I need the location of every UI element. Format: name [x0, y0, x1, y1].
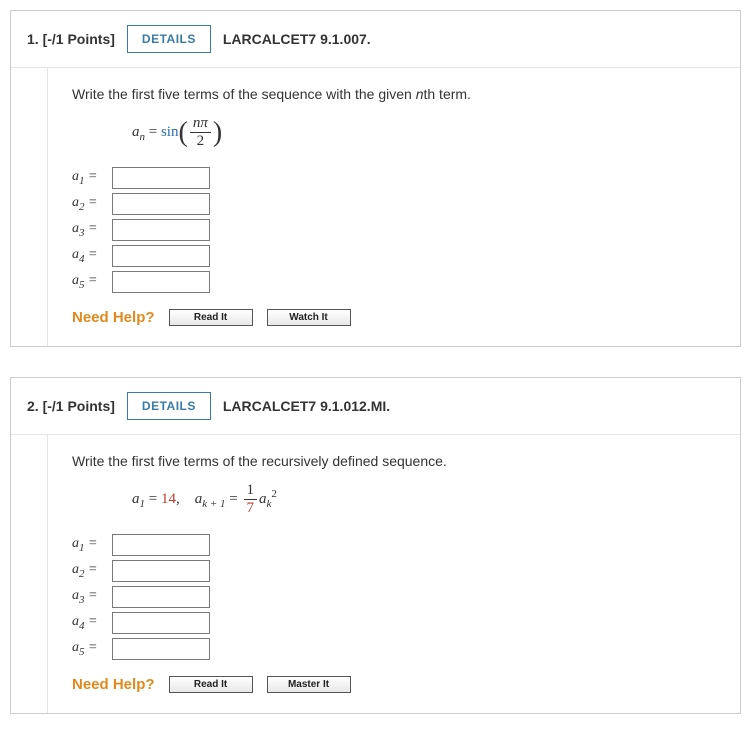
answer-input-a4[interactable] — [112, 612, 210, 634]
details-button[interactable]: DETAILS — [127, 25, 211, 53]
answer-row: a4 = — [72, 612, 720, 634]
question-header: 2. [-/1 Points] DETAILS LARCALCET7 9.1.0… — [11, 378, 740, 435]
read-it-button[interactable]: Read It — [169, 676, 253, 693]
read-it-button[interactable]: Read It — [169, 309, 253, 326]
question-body: Write the first five terms of the sequen… — [47, 68, 740, 346]
answer-inputs: a1 = a2 = a3 = a4 = a5 = — [72, 167, 720, 293]
question-1: 1. [-/1 Points] DETAILS LARCALCET7 9.1.0… — [10, 10, 741, 347]
details-button[interactable]: DETAILS — [127, 392, 211, 420]
formula: an = sin(nπ2) — [132, 116, 720, 149]
answer-row: a4 = — [72, 245, 720, 267]
question-reference: LARCALCET7 9.1.007. — [223, 31, 371, 47]
question-2: 2. [-/1 Points] DETAILS LARCALCET7 9.1.0… — [10, 377, 741, 714]
answer-row: a5 = — [72, 271, 720, 293]
answer-row: a2 = — [72, 560, 720, 582]
answer-input-a3[interactable] — [112, 586, 210, 608]
question-reference: LARCALCET7 9.1.012.MI. — [223, 398, 390, 414]
question-prompt: Write the first five terms of the recurs… — [72, 453, 720, 469]
answer-row: a1 = — [72, 534, 720, 556]
answer-input-a4[interactable] — [112, 245, 210, 267]
answer-row: a3 = — [72, 219, 720, 241]
answer-row: a2 = — [72, 193, 720, 215]
answer-input-a2[interactable] — [112, 560, 210, 582]
answer-input-a1[interactable] — [112, 534, 210, 556]
answer-input-a5[interactable] — [112, 271, 210, 293]
answer-row: a3 = — [72, 586, 720, 608]
question-number: 2. [-/1 Points] — [27, 398, 115, 414]
watch-it-button[interactable]: Watch It — [267, 309, 351, 326]
answer-input-a2[interactable] — [112, 193, 210, 215]
answer-inputs: a1 = a2 = a3 = a4 = a5 = — [72, 534, 720, 660]
master-it-button[interactable]: Master It — [267, 676, 351, 693]
question-header: 1. [-/1 Points] DETAILS LARCALCET7 9.1.0… — [11, 11, 740, 68]
answer-input-a1[interactable] — [112, 167, 210, 189]
formula: a1 = 14, ak + 1 = 17ak2 — [132, 483, 720, 516]
answer-input-a3[interactable] — [112, 219, 210, 241]
need-help-row: Need Help? Read It Watch It — [72, 309, 720, 326]
question-number: 1. [-/1 Points] — [27, 31, 115, 47]
need-help-row: Need Help? Read It Master It — [72, 676, 720, 693]
answer-row: a1 = — [72, 167, 720, 189]
need-help-label: Need Help? — [72, 309, 155, 326]
answer-input-a5[interactable] — [112, 638, 210, 660]
question-body: Write the first five terms of the recurs… — [47, 435, 740, 713]
need-help-label: Need Help? — [72, 676, 155, 693]
question-prompt: Write the first five terms of the sequen… — [72, 86, 720, 102]
answer-row: a5 = — [72, 638, 720, 660]
